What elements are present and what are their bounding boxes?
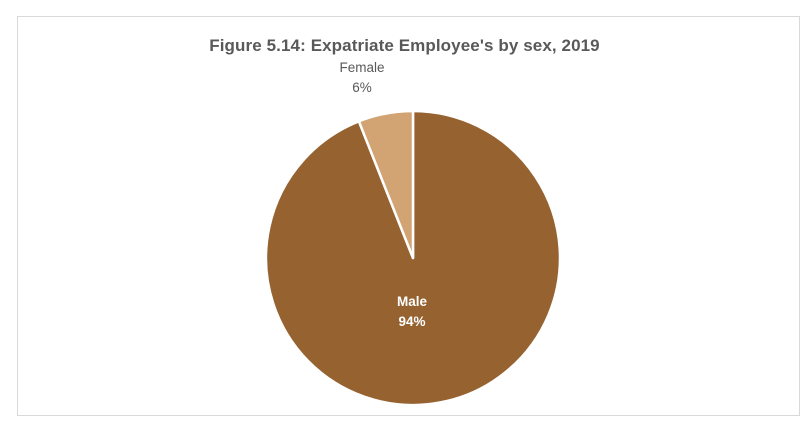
slice-percent-female: 6% xyxy=(352,80,372,95)
slice-percent-male: 94% xyxy=(398,314,425,329)
pie-slice-female xyxy=(357,109,415,260)
slice-label-male: Male xyxy=(397,294,428,309)
slice-label-female: Female xyxy=(339,60,384,75)
chart-title: Figure 5.14: Expatriate Employee's by se… xyxy=(209,36,600,55)
